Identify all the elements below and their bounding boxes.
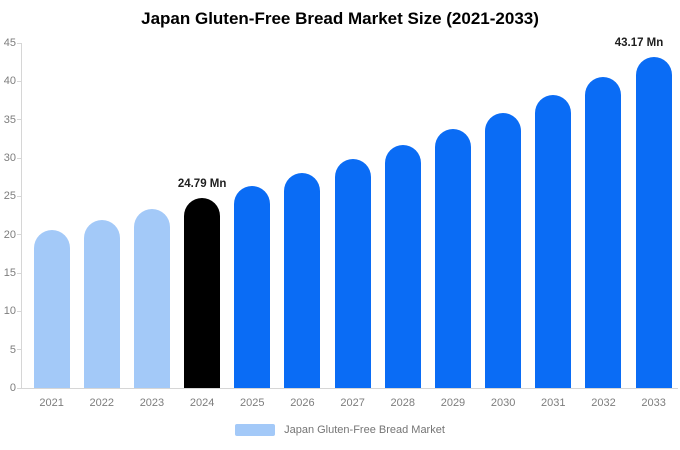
y-axis-tick [17,195,21,197]
x-axis-tick-label: 2024 [189,397,215,409]
x-axis-tick-label: 2025 [240,397,265,409]
y-axis-tick [17,119,21,121]
y-axis-tick-label: 0 [9,382,16,394]
bar-2029[interactable] [434,129,471,388]
bar-2031[interactable] [535,95,572,388]
y-axis-tick [17,234,21,236]
x-axis-tick-label: 2029 [440,397,466,409]
x-axis-tick-label: 2028 [390,397,416,409]
bar-value-label: 24.79 Mn [177,177,227,190]
bar-2027[interactable] [334,159,371,388]
y-axis-tick-label: 10 [3,305,16,318]
legend-label: Japan Gluten-Free Bread Market [284,424,445,436]
x-axis-tick-label: 2033 [641,397,666,409]
y-axis-tick-label: 30 [3,152,16,164]
x-axis-tick-label: 2030 [490,397,516,409]
bar-2021[interactable] [33,230,70,388]
bar-2022[interactable] [83,219,120,388]
y-axis-tick-label: 40 [3,75,16,88]
bar-2032[interactable] [585,76,622,388]
x-axis-tick-label: 2022 [89,397,114,409]
y-axis-tick [17,42,21,44]
y-axis-tick [17,80,21,82]
y-axis-tick-label: 5 [9,343,16,356]
bar-2023[interactable] [133,209,170,388]
y-axis-tick-label: 15 [3,267,16,279]
y-axis-line [21,43,22,388]
bar-2025[interactable] [234,185,271,388]
x-axis-tick-label: 2027 [340,397,365,409]
bar-2033[interactable] [635,57,672,388]
y-axis-tick-label: 20 [3,228,16,241]
y-axis-tick [17,157,21,159]
x-axis-tick-label: 2026 [290,397,315,409]
x-axis-tick-label: 2023 [139,397,165,409]
x-axis-line [21,388,678,389]
x-axis-tick-label: 2032 [591,397,616,409]
x-axis-tick-label: 2031 [541,397,566,409]
legend[interactable]: Japan Gluten-Free Bread Market [0,424,680,436]
y-axis-tick [17,349,21,351]
y-axis-tick-label: 45 [3,37,16,49]
bar-2024[interactable] [184,197,221,388]
bar-2026[interactable] [284,173,321,388]
bar-2028[interactable] [384,144,421,388]
y-axis-tick [17,272,21,274]
y-axis-tick [17,387,21,389]
y-axis-tick-label: 25 [3,190,16,203]
x-axis-tick-label: 2021 [39,397,64,409]
y-axis-tick-label: 35 [3,113,16,126]
legend-swatch [235,424,276,436]
y-axis-tick [17,310,21,312]
bar-value-label: 43.17 Mn [614,37,664,50]
bar-2030[interactable] [485,112,522,388]
chart-title: Japan Gluten-Free Bread Market Size (202… [141,9,539,28]
